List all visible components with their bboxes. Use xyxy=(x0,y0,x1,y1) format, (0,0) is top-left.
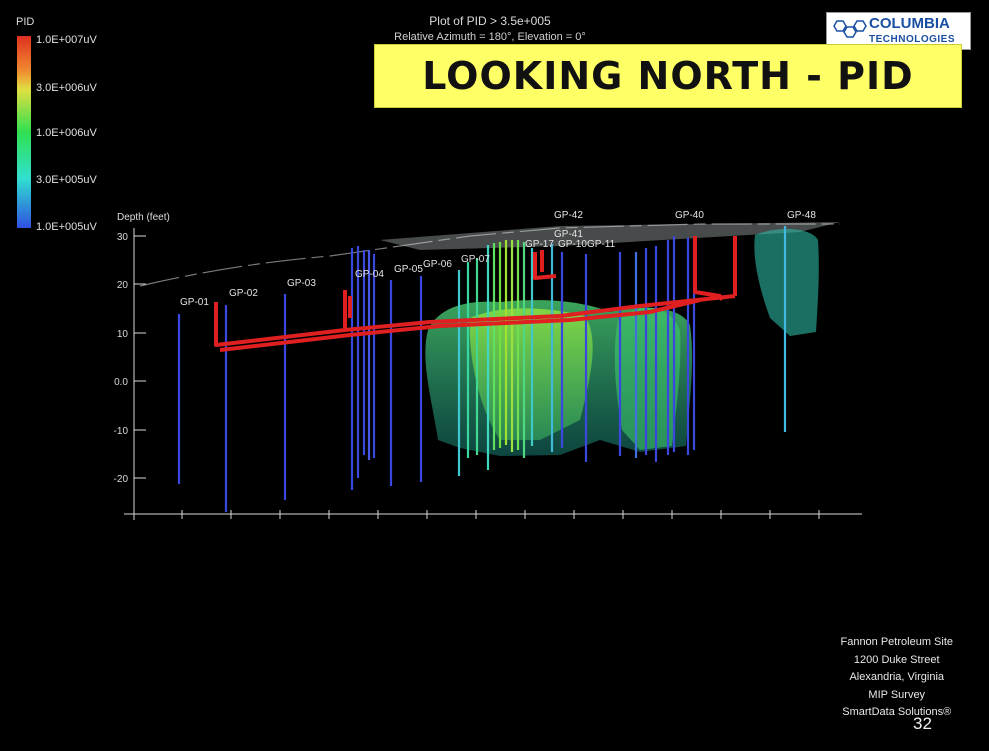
boring-label-gp04: GP-04 xyxy=(355,269,384,280)
page-number: 32 xyxy=(913,714,932,733)
depth-tick-30: 30 xyxy=(117,232,129,243)
depth-tick-labels: 30 20 10 0.0 -10 -20 xyxy=(114,232,129,485)
plot-subtitle: Relative Azimuth = 180°, Elevation = 0° xyxy=(394,31,586,43)
depth-tick-minus10: -10 xyxy=(114,426,129,437)
logo-wordmark: COLUMBIA xyxy=(869,15,950,32)
boring-label-gp03: GP-03 xyxy=(287,278,316,289)
company-logo: COLUMBIA TECHNOLOGIES xyxy=(826,12,971,50)
boring-label-gp48: GP-48 xyxy=(787,210,816,221)
view-banner: LOOKING NORTH - PID xyxy=(374,44,962,108)
boring-label-gp10: GP-10 xyxy=(558,239,587,250)
boring-label-gp02: GP-02 xyxy=(229,288,258,299)
color-scale-bar xyxy=(17,36,31,228)
site-city: Alexandria, Virginia xyxy=(849,671,945,683)
boring-label-gp17: GP-17 xyxy=(525,239,554,250)
boring-label-gp11: GP-11 xyxy=(587,239,616,250)
site-name: Fannon Petroleum Site xyxy=(840,636,953,648)
boring-label-gp06: GP-06 xyxy=(423,259,452,270)
logo-subtext: TECHNOLOGIES xyxy=(869,34,956,45)
ground-surface xyxy=(139,223,840,287)
boring-label-gp40: GP-40 xyxy=(675,210,704,221)
boring-label-gp41: GP-41 xyxy=(554,229,583,240)
site-info: Fannon Petroleum Site 1200 Duke Street A… xyxy=(840,634,953,722)
plot-title: Plot of PID > 3.5e+005 xyxy=(429,14,551,28)
legend-label-max: 1.0E+007uV xyxy=(36,34,97,46)
depth-tick-minus20: -20 xyxy=(114,474,129,485)
depth-tick-20: 20 xyxy=(117,280,129,291)
contaminant-plume-east xyxy=(614,307,681,450)
boring-labels: GP-01 GP-02 GP-03 GP-04 GP-05 GP-06 GP-0… xyxy=(180,210,816,308)
boring-label-gp07: GP-07 xyxy=(461,254,490,265)
legend-label-4: 3.0E+005uV xyxy=(36,174,97,186)
depth-axis xyxy=(124,228,862,520)
depth-tick-0: 0.0 xyxy=(114,377,128,388)
boring-logs xyxy=(177,226,787,512)
legend-title: PID xyxy=(16,16,35,28)
vendor-name: SmartData Solutions® xyxy=(842,706,952,718)
site-street: 1200 Duke Street xyxy=(853,653,940,666)
contaminant-plume-far xyxy=(754,228,819,336)
boring-label-gp05: GP-05 xyxy=(394,264,423,275)
legend-label-min: 1.0E+005uV xyxy=(36,221,97,233)
hexagon-logo-icon xyxy=(833,20,867,38)
pipeline xyxy=(214,236,737,352)
legend-label-2: 3.0E+006uV xyxy=(36,82,97,94)
legend-label-3: 1.0E+006uV xyxy=(36,127,97,139)
depth-axis-title: Depth (feet) xyxy=(117,212,170,223)
survey-type: MIP Survey xyxy=(868,688,926,701)
depth-tick-10: 10 xyxy=(117,329,129,340)
boring-label-gp42: GP-42 xyxy=(554,210,583,221)
boring-label-gp01: GP-01 xyxy=(180,297,209,308)
